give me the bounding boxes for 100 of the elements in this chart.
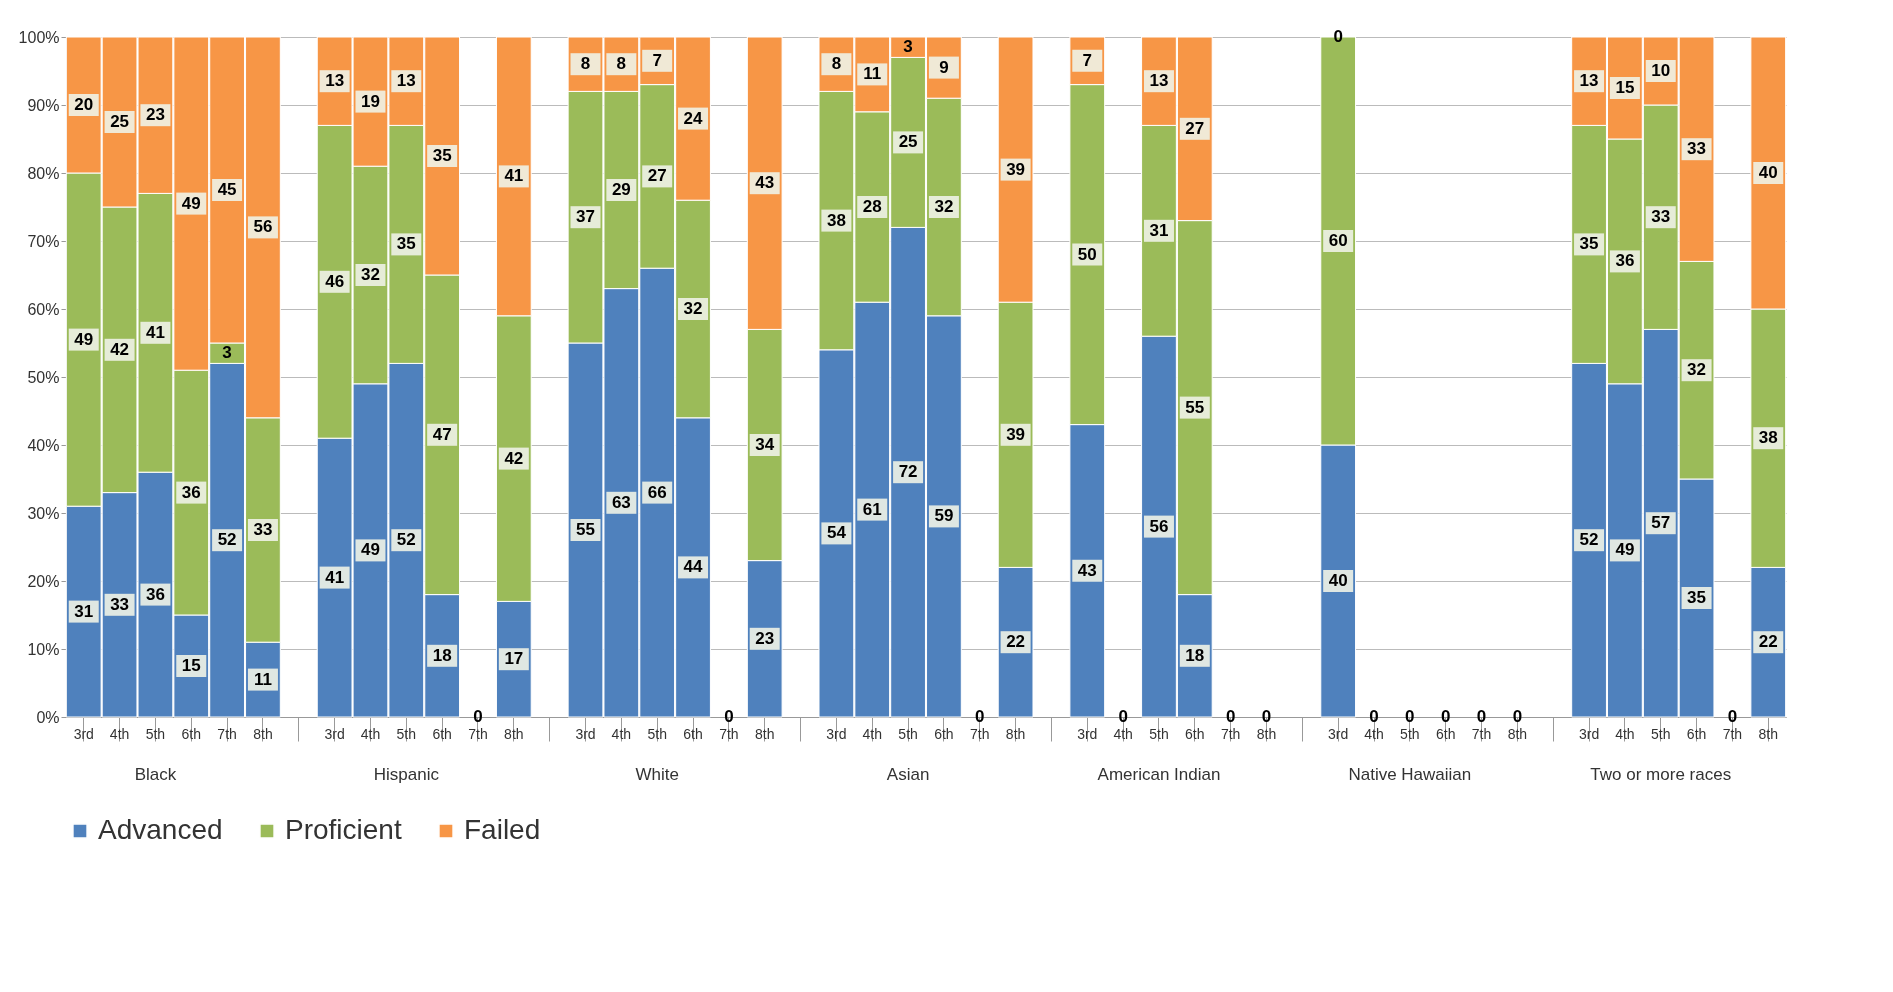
text: Two or more races (1590, 765, 1732, 784)
x-tick-label: 6th (432, 725, 452, 742)
data-label: 20 (74, 95, 94, 114)
data-label: 8 (831, 54, 842, 74)
data-label: 36 (1615, 251, 1635, 271)
data-label: 0 (1225, 707, 1236, 726)
text: Native Hawaiian (1348, 765, 1472, 784)
data-label: 15 (1615, 78, 1635, 97)
data-label: 61 (862, 499, 882, 519)
data-label: 32 (683, 299, 703, 318)
y-tick-label: 30% (27, 504, 60, 522)
data-label: 43 (1077, 560, 1097, 580)
text: American Indian (1097, 765, 1221, 784)
x-tick-label: 7th (1722, 725, 1743, 742)
text: Black (134, 765, 177, 784)
data-label: 15 (181, 656, 201, 675)
data-label: 3 (903, 37, 913, 57)
x-tick-label: 3rd (73, 725, 94, 742)
data-label: 11 (863, 64, 882, 84)
data-label: 47 (432, 424, 452, 444)
data-label: 18 (432, 645, 452, 665)
data-label: 60 (1328, 231, 1348, 250)
data-label: 40 (1758, 163, 1778, 182)
data-label: 24 (683, 108, 704, 128)
data-label: 44 (683, 557, 704, 577)
data-label: 10 (1651, 61, 1671, 80)
x-tick-label: 6th (1435, 725, 1456, 742)
x-tick-label: 3rd (575, 725, 596, 742)
data-label: 35 (1579, 234, 1599, 254)
data-label: 0 (473, 707, 483, 726)
data-label: 33 (253, 520, 273, 539)
data-label: 59 (934, 506, 954, 526)
data-label: 49 (74, 329, 94, 349)
x-tick-label: 3rd (1328, 725, 1349, 742)
data-label: 49 (361, 540, 380, 560)
x-tick-label: 8th (1256, 725, 1277, 742)
data-label: 27 (647, 166, 667, 186)
data-label: 13 (1579, 71, 1599, 91)
data-label: 72 (898, 462, 918, 482)
y-tick-label: 80% (27, 164, 60, 182)
x-tick-label: 5th (1651, 725, 1671, 742)
data-label: 36 (145, 584, 165, 604)
data-label: 7 (1082, 50, 1093, 70)
x-tick-label: 5th (898, 725, 918, 742)
data-label: 32 (934, 197, 954, 216)
data-label: 41 (325, 567, 345, 587)
data-label: 39 (1006, 159, 1026, 179)
data-label: 40 (1328, 571, 1348, 590)
data-label: 52 (217, 530, 237, 550)
data-label: 54 (826, 523, 847, 543)
y-tick-label: 20% (27, 572, 60, 590)
x-tick-label: 6th (1686, 725, 1707, 742)
data-label: 29 (611, 180, 631, 199)
data-label: 35 (1687, 588, 1707, 607)
data-label: 32 (1687, 360, 1707, 380)
data-label: 46 (325, 271, 345, 291)
data-label: 56 (1149, 516, 1169, 536)
x-tick-label: 4th (109, 725, 130, 742)
y-tick-label: 50% (27, 368, 60, 386)
data-label: 0 (1333, 27, 1343, 46)
x-tick-label: 5th (396, 725, 417, 742)
x-tick-label: 8th (1005, 725, 1026, 742)
data-label: 28 (862, 197, 882, 216)
data-label: 39 (1006, 424, 1026, 444)
data-label: 0 (1405, 707, 1415, 726)
x-tick-label: 6th (683, 725, 703, 742)
data-label: 66 (647, 482, 667, 502)
data-label: 45 (217, 180, 237, 199)
x-tick-label: 7th (719, 725, 739, 742)
data-label: 63 (611, 492, 631, 512)
x-tick-label: 4th (1113, 725, 1133, 742)
data-label: 23 (755, 628, 775, 648)
x-tick-label: 4th (1364, 725, 1384, 742)
data-label: 9 (939, 57, 949, 77)
y-tick-label: 60% (27, 300, 60, 318)
data-label: 57 (1651, 513, 1671, 533)
data-label: 52 (1579, 530, 1599, 550)
data-label: 25 (110, 112, 130, 131)
data-label: 35 (432, 146, 452, 165)
data-label: 23 (145, 105, 165, 125)
y-tick-label: 90% (27, 96, 60, 114)
data-label: 55 (1185, 397, 1205, 417)
data-label: 52 (396, 530, 416, 550)
x-tick-label: 5th (1400, 725, 1420, 742)
x-tick-label: 3rd (1578, 725, 1600, 742)
y-tick-label: 10% (27, 640, 60, 658)
y-tick-label: 100% (18, 28, 60, 46)
x-tick-label: 4th (360, 725, 381, 742)
x-tick-label: 6th (934, 725, 954, 742)
data-label: 33 (1687, 139, 1707, 159)
x-tick-label: 3rd (324, 725, 345, 742)
data-label: 32 (361, 265, 380, 284)
x-tick-label: 4th (611, 725, 632, 742)
data-label: 13 (1149, 71, 1169, 91)
x-tick-label: 8th (1758, 725, 1778, 742)
data-label: 41 (145, 322, 165, 342)
text: White (635, 765, 679, 784)
data-label: 7 (652, 50, 662, 70)
data-label: 56 (253, 217, 273, 237)
data-label: 31 (74, 601, 94, 621)
